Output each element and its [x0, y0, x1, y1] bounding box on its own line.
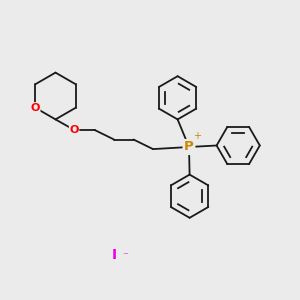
Text: O: O: [69, 125, 79, 135]
Text: P: P: [184, 140, 194, 154]
Text: ⁻: ⁻: [122, 251, 128, 262]
Text: O: O: [31, 103, 40, 113]
Text: +: +: [194, 130, 201, 141]
Text: I: I: [111, 248, 117, 262]
